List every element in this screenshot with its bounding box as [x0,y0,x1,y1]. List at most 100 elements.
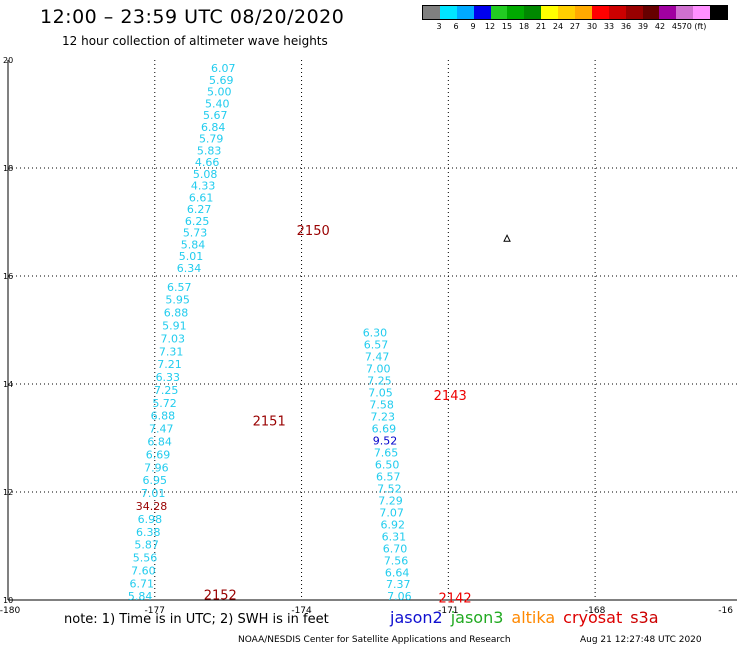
wave-height-value: 7.23 [370,411,395,424]
wave-height-value: 5.79 [199,133,224,146]
wave-height-value: 7.05 [368,387,393,400]
wave-height-value: 6.71 [129,577,154,590]
wave-height-value: 4.33 [191,180,216,193]
legend-swatch [541,6,559,19]
wave-height-value: 7.47 [365,351,390,364]
wave-height-value: 6.57 [364,339,389,352]
color-legend: 3 6 9 12 15 18 21 24 27 30 33 36 39 42 45 70 (ft) [422,5,728,35]
y-tick-label: 20 [3,56,13,65]
wave-height-value: 5.87 [134,539,159,552]
wave-height-value: 5.84 [128,590,153,603]
wave-height-value: 6.31 [382,530,407,543]
legend-tick-label: 33 [603,22,615,31]
legend-tick-label: 6 [453,22,459,31]
wave-height-value: 5.95 [165,294,190,307]
wave-height-value: 4.66 [195,156,220,169]
note-text: note: 1) Time is in UTC; 2) SWH is in fe… [64,612,329,627]
wave-height-value: 6.38 [136,526,161,539]
satellite-label: altika [511,608,556,627]
legend-tick-labels: 3 6 9 12 15 18 21 24 27 30 33 36 39 42 45 70 (ft) [422,20,728,32]
wave-height-value: 7.47 [149,423,174,436]
wave-height-value: 6.69 [146,448,171,461]
legend-tick-label: 36 [620,22,632,31]
legend-tick-label: 21 [535,22,547,31]
wave-height-value: 6.88 [151,410,176,423]
wave-height-value: 7.60 [131,564,156,577]
legend-swatch [659,6,677,19]
satellite-label: jason2 [390,608,443,627]
wave-height-value: 6.57 [167,281,192,294]
footer-timestamp: Aug 21 12:27:48 UTC 2020 [580,635,702,645]
legend-tick-label: 12 [484,22,496,31]
wave-height-value: 6.33 [156,371,181,384]
legend-tick-label: 24 [552,22,564,31]
wave-height-value: 7.29 [378,494,403,507]
legend-swatch [473,6,491,19]
y-tick-label: 18 [3,164,13,173]
wave-height-value: 7.58 [369,399,394,412]
wave-height-value: 7.96 [144,461,169,474]
wave-height-value: 7.21 [157,358,182,371]
wave-height-value: 7.65 [374,446,399,459]
x-tick-label: -177 [145,606,165,616]
pass-number-label: 2143 [434,389,467,404]
wave-height-value: 5.91 [162,319,187,332]
satellite-label: cryosat [563,608,623,627]
x-tick-label: -16 [718,606,733,616]
wave-height-value: 6.30 [363,327,388,340]
wave-height-value: 7.25 [154,384,179,397]
x-tick-label: -168 [585,606,606,616]
wave-height-value: 6.25 [185,215,210,228]
x-tick-label: -174 [291,606,312,616]
wave-height-value: 7.56 [384,554,409,567]
legend-swatch [524,6,542,19]
wave-height-value: 5.73 [183,227,208,240]
wave-height-value: 5.56 [133,552,158,565]
wave-height-value: 7.37 [386,578,411,591]
wave-height-value: 7.06 [387,590,412,603]
x-tick-label: -171 [438,606,458,616]
legend-swatches [422,5,728,20]
wave-height-value: 5.40 [205,97,230,110]
legend-swatch [439,6,457,19]
page-title: 12:00 – 23:59 UTC 08/20/2020 [40,6,345,28]
y-tick-label: 16 [3,272,13,281]
satellite-label: s3a [630,608,659,627]
wave-height-value: 6.95 [143,474,168,487]
wave-height-value: 7.03 [160,332,185,345]
legend-swatch [710,6,728,19]
wave-height-value: 5.08 [193,168,218,181]
y-tick-label: 14 [3,380,13,389]
island-marker [503,234,511,242]
wave-height-value: 7.25 [367,375,392,388]
pass-number-label: 2151 [253,415,286,430]
y-tick-label: 10 [3,596,13,605]
wave-height-value: 6.84 [201,121,226,134]
legend-swatch [575,6,592,19]
legend-swatch [558,6,576,19]
satellite-legend: jason2 jason3 altika cryosat s3a [390,608,667,627]
wave-height-value: 6.61 [189,191,214,204]
legend-tick-label: 70 (ft) [681,22,707,31]
wave-height-value: 5.69 [209,74,234,87]
wave-height-value: 6.50 [375,458,400,471]
legend-swatch [608,6,626,19]
legend-swatch [642,6,660,19]
wave-height-value: 6.92 [380,518,405,531]
x-tick-label: -180 [0,606,20,616]
wave-height-value: 5.83 [197,144,222,157]
legend-tick-label: 39 [637,22,649,31]
legend-swatch [591,6,609,19]
legend-swatch [693,6,711,19]
pass-number-label: 2152 [204,589,237,604]
wave-height-value: 6.64 [385,566,410,579]
legend-swatch [456,6,474,19]
legend-swatch [676,6,694,19]
wave-height-value: 6.34 [177,262,202,275]
wave-height-value: 7.31 [159,345,184,358]
legend-tick-label: 15 [501,22,513,31]
satellite-label: jason3 [450,608,504,627]
legend-swatch [625,6,643,19]
wave-height-value: 6.27 [187,203,212,216]
